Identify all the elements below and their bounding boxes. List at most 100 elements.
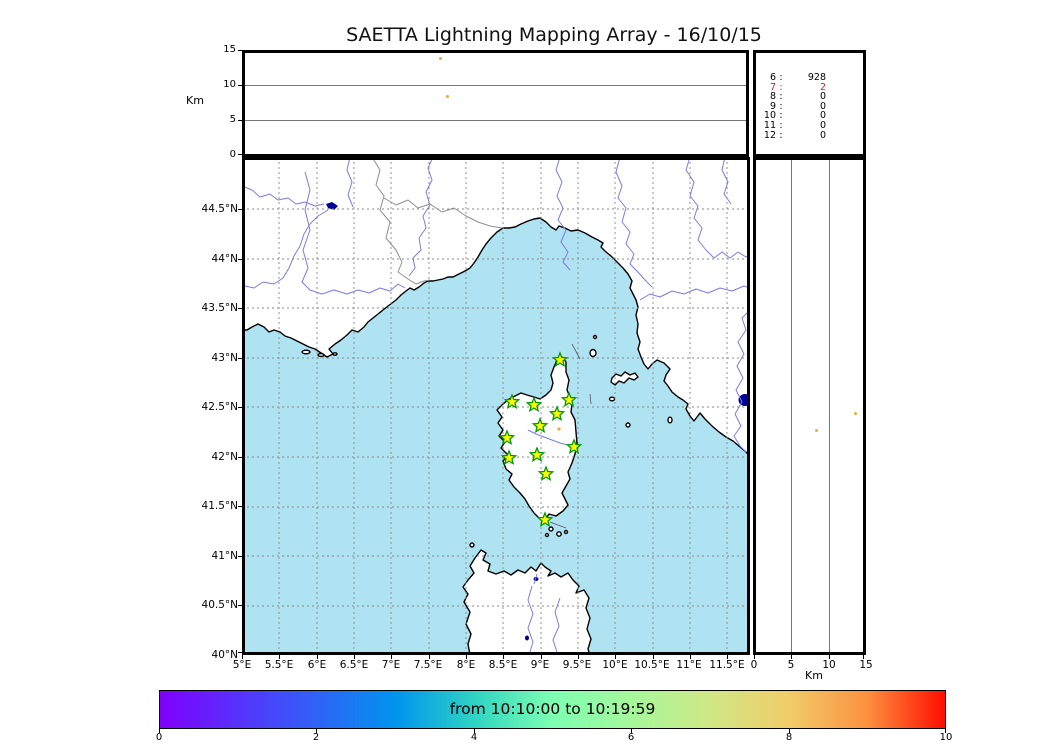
cbtick-6: 6 bbox=[627, 732, 635, 743]
map-panel bbox=[242, 157, 750, 655]
tick-mark bbox=[238, 308, 242, 309]
tick-mark bbox=[354, 655, 355, 659]
xtick-5: 5 bbox=[787, 659, 795, 671]
montecristo-island bbox=[625, 422, 631, 428]
hyeres-island bbox=[301, 349, 311, 355]
capraia-island bbox=[589, 348, 597, 358]
lon-tick: 9°E bbox=[530, 659, 550, 671]
cbtick-0: 0 bbox=[155, 732, 163, 743]
tick-mark bbox=[238, 457, 242, 458]
tick-mark bbox=[578, 655, 579, 659]
xtick-0: 0 bbox=[750, 659, 758, 671]
tick-mark bbox=[238, 652, 242, 653]
cbtick-8: 8 bbox=[785, 732, 793, 743]
gridline-10km bbox=[245, 85, 746, 86]
page-title: SAETTA Lightning Mapping Array - 16/10/1… bbox=[346, 24, 762, 46]
tick-mark bbox=[316, 729, 317, 733]
lat-tick: 44.5°N bbox=[201, 203, 238, 215]
cbtick-4: 4 bbox=[470, 732, 478, 743]
giglio-island bbox=[667, 416, 673, 424]
lat-tick: 44°N bbox=[211, 253, 238, 265]
corsica bbox=[496, 356, 578, 521]
tick-mark bbox=[238, 85, 242, 86]
stats-row: 7:2 bbox=[769, 81, 826, 93]
sardinia-lake bbox=[525, 635, 529, 641]
lon-tick: 10°E bbox=[602, 659, 628, 671]
elba-island bbox=[610, 371, 639, 386]
time-colorbar: from 10:10:00 to 10:19:59 bbox=[159, 690, 946, 729]
rivers bbox=[242, 157, 750, 655]
ytick-0: 0 bbox=[229, 149, 236, 160]
lat-tick: 42°N bbox=[211, 451, 238, 463]
ytick-10: 10 bbox=[223, 79, 236, 90]
tick-mark bbox=[690, 655, 691, 659]
tick-mark bbox=[238, 209, 242, 210]
lon-tick: 11°E bbox=[676, 659, 702, 671]
maddalena-island bbox=[563, 529, 569, 535]
stats-row: 8:0 bbox=[769, 91, 826, 103]
coastline bbox=[242, 157, 750, 655]
gridline-10km bbox=[829, 160, 830, 652]
asinara-island bbox=[469, 542, 475, 548]
lightning-sources bbox=[557, 427, 561, 431]
tick-mark bbox=[279, 655, 280, 659]
maddalena-island bbox=[556, 531, 562, 537]
ytick-15: 15 bbox=[223, 44, 236, 55]
lat-tick: 43.5°N bbox=[201, 302, 238, 314]
tick-mark bbox=[541, 655, 542, 659]
time-window-label: from 10:10:00 to 10:19:59 bbox=[449, 700, 656, 718]
lightning-source-dot bbox=[438, 56, 442, 60]
altitude-time-panel bbox=[242, 50, 749, 157]
stats-row: 10:0 bbox=[763, 110, 826, 122]
tick-mark bbox=[238, 605, 242, 606]
lat-tick: 40.5°N bbox=[201, 599, 238, 611]
hyeres-island bbox=[332, 352, 338, 356]
mainland bbox=[242, 157, 750, 458]
lon-tick: 9.5°E bbox=[562, 659, 592, 671]
lightning-source-dot bbox=[557, 427, 561, 431]
tick-mark bbox=[863, 655, 864, 659]
tick-mark bbox=[631, 729, 632, 733]
tick-mark bbox=[242, 655, 243, 659]
tick-mark bbox=[789, 729, 790, 733]
altitude-latitude-panel bbox=[753, 157, 866, 655]
lon-tick: 8.5°E bbox=[488, 659, 518, 671]
tick-mark bbox=[754, 655, 755, 659]
tick-mark bbox=[945, 729, 946, 733]
lat-tick: 43°N bbox=[211, 352, 238, 364]
tick-mark bbox=[159, 729, 160, 733]
lon-tick: 5°E bbox=[232, 659, 252, 671]
stats-row: 6:928 bbox=[769, 72, 826, 83]
lon-tick: 6.5°E bbox=[339, 659, 369, 671]
gorgona-island bbox=[592, 334, 598, 340]
ytick-5: 5 bbox=[229, 114, 236, 125]
lake-serre-poncon bbox=[326, 202, 338, 210]
tick-mark bbox=[615, 655, 616, 659]
tick-mark bbox=[466, 655, 467, 659]
tick-mark bbox=[474, 729, 475, 733]
maddalena-island bbox=[548, 526, 554, 532]
station-count-rows: 6:928 7:2 8:0 9:0 10:0 11:0 12:0 bbox=[755, 73, 827, 140]
tick-mark bbox=[429, 655, 430, 659]
hyeres-island bbox=[317, 352, 325, 358]
pianosa-island bbox=[608, 396, 616, 402]
lat-tick: 41°N bbox=[211, 550, 238, 562]
tick-mark bbox=[238, 358, 242, 359]
lon-tick: 10.5°E bbox=[634, 659, 670, 671]
tick-mark bbox=[317, 655, 318, 659]
lon-tick: 6°E bbox=[307, 659, 327, 671]
tick-mark bbox=[238, 259, 242, 260]
tick-mark bbox=[727, 655, 728, 659]
tick-mark bbox=[238, 120, 242, 121]
lightning-source-dot bbox=[853, 411, 857, 415]
graticule bbox=[242, 157, 750, 655]
lightning-source-dot bbox=[814, 428, 818, 432]
stats-row: 11:0 bbox=[763, 119, 826, 131]
cbtick-2: 2 bbox=[312, 732, 320, 743]
station-count-stats-box bbox=[753, 50, 866, 157]
maddalena-island bbox=[544, 532, 550, 538]
xtick-10: 10 bbox=[822, 659, 836, 671]
km-axis-label: Km bbox=[805, 669, 823, 682]
lat-tick: 40°N bbox=[211, 649, 238, 661]
tick-mark bbox=[238, 407, 242, 408]
